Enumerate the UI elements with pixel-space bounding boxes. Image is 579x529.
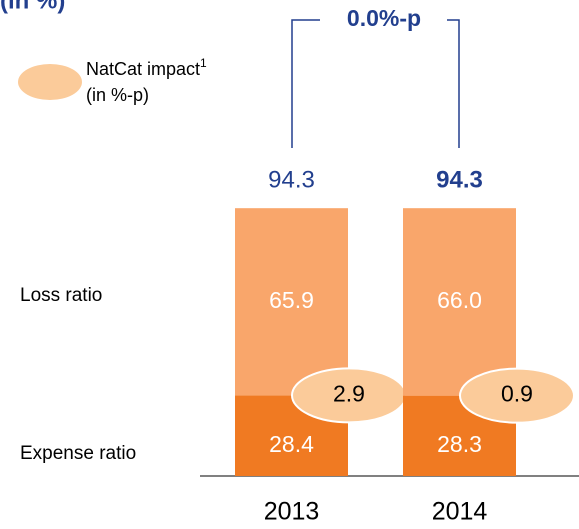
x-tick-label: 2013 xyxy=(264,498,320,526)
total-label: 94.3 xyxy=(436,167,483,194)
legend-name: NatCat impact xyxy=(86,59,200,79)
bracket-right xyxy=(447,19,460,148)
natcat-label: 0.9 xyxy=(501,381,533,407)
difference-label: 0.0%-p xyxy=(347,5,421,31)
series-label: Loss ratio xyxy=(20,285,102,306)
bar-value-label: 65.9 xyxy=(269,287,314,313)
difference-bracket xyxy=(291,19,460,148)
bracket-left xyxy=(291,19,320,148)
natcat-bubble xyxy=(459,367,575,424)
total-label: 94.3 xyxy=(268,167,315,194)
x-tick-label: 2014 xyxy=(432,498,488,526)
series-label: Expense ratio xyxy=(20,443,136,464)
bar-segment xyxy=(235,208,348,396)
bar-value-label: 66.0 xyxy=(437,287,482,313)
bar-value-label: 28.4 xyxy=(269,431,314,457)
bar-segment xyxy=(403,208,516,396)
legend-swatch xyxy=(18,64,82,100)
natcat-label: 2.9 xyxy=(333,380,365,406)
legend-label: NatCat impact1 xyxy=(86,56,207,79)
subtitle: (in %) xyxy=(0,0,65,14)
legend-unit: (in %-p) xyxy=(86,85,149,105)
footnote: 1 xyxy=(200,56,207,70)
bar-value-label: 28.3 xyxy=(437,431,482,457)
